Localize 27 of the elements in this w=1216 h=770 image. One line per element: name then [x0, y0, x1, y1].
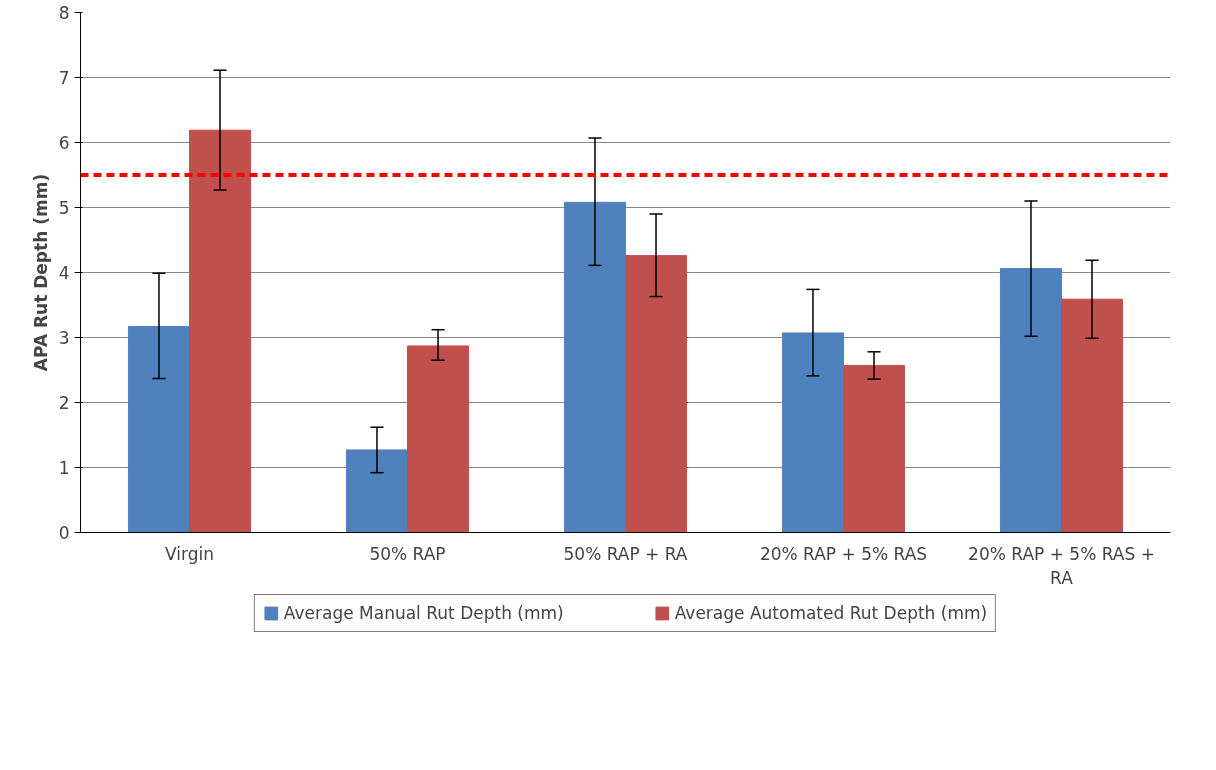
- x-tick-label: Virgin: [165, 543, 214, 564]
- y-tick-label: 4: [58, 263, 70, 283]
- y-tick-label: 6: [58, 133, 70, 153]
- legend-label: Average Automated Rut Depth (mm): [674, 603, 988, 623]
- bar: [407, 345, 470, 533]
- bar: [625, 255, 688, 533]
- x-tick-label: 20% RAP + 5% RAS + RA: [968, 543, 1155, 588]
- bar: [843, 364, 906, 533]
- y-tick-label: 2: [58, 393, 70, 413]
- y-tick-label: 7: [58, 68, 70, 88]
- bar: [563, 201, 626, 533]
- bar: [345, 449, 408, 533]
- y-tick-label: 0: [58, 523, 70, 543]
- bar: [781, 332, 844, 533]
- bar: [999, 268, 1062, 533]
- legend-label: Average Manual Rut Depth (mm): [283, 603, 564, 623]
- x-tick-label: 50% RAP + RA: [563, 543, 688, 564]
- bar: [127, 325, 190, 533]
- x-tick-label: 50% RAP: [369, 543, 446, 564]
- bar: [1061, 298, 1124, 533]
- y-axis-title: APA Rut Depth (mm): [30, 173, 51, 372]
- bar: [189, 129, 252, 533]
- y-tick-label: 1: [58, 458, 70, 478]
- y-tick-label: 3: [58, 328, 70, 348]
- y-tick-label: 8: [58, 3, 70, 23]
- x-tick-label: 20% RAP + 5% RAS: [759, 543, 928, 564]
- y-tick-label: 5: [58, 198, 70, 218]
